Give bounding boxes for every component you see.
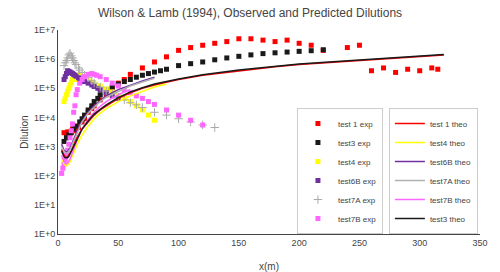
svg-text:350: 350 (472, 238, 487, 248)
svg-text:200: 200 (292, 238, 307, 248)
svg-text:0: 0 (55, 238, 60, 248)
svg-text:test4 exp: test4 exp (338, 158, 371, 167)
svg-text:test4 theo: test4 theo (430, 139, 466, 148)
svg-text:250: 250 (352, 238, 367, 248)
svg-text:1E+5: 1E+5 (34, 83, 55, 93)
svg-text:test 1 exp: test 1 exp (338, 120, 373, 129)
svg-text:1E+6: 1E+6 (34, 54, 55, 64)
svg-text:test7A exp: test7A exp (338, 196, 376, 205)
svg-text:300: 300 (412, 238, 427, 248)
svg-text:x(m): x(m) (259, 261, 279, 272)
svg-text:1E+7: 1E+7 (34, 25, 55, 35)
svg-text:Dilution: Dilution (19, 115, 30, 148)
svg-text:100: 100 (171, 238, 186, 248)
svg-text:1E+1: 1E+1 (34, 200, 55, 210)
svg-text:50: 50 (113, 238, 123, 248)
svg-text:test7B theo: test7B theo (430, 196, 471, 205)
svg-text:1E+4: 1E+4 (34, 113, 55, 123)
svg-text:test7B exp: test7B exp (338, 215, 376, 224)
svg-text:test3 theo: test3 theo (430, 215, 466, 224)
svg-text:test6B exp: test6B exp (338, 177, 376, 186)
svg-text:1E+3: 1E+3 (34, 142, 55, 152)
svg-text:1E+0: 1E+0 (34, 229, 55, 239)
svg-text:test3 exp: test3 exp (338, 139, 371, 148)
svg-text:test6B theo: test6B theo (430, 158, 471, 167)
svg-text:Wilson & Lamb (1994), Observed: Wilson & Lamb (1994), Observed and Predi… (98, 6, 402, 20)
svg-text:test7A theo: test7A theo (430, 177, 471, 186)
svg-text:test 1 theo: test 1 theo (430, 120, 468, 129)
svg-text:1E+2: 1E+2 (34, 171, 55, 181)
svg-text:150: 150 (231, 238, 246, 248)
